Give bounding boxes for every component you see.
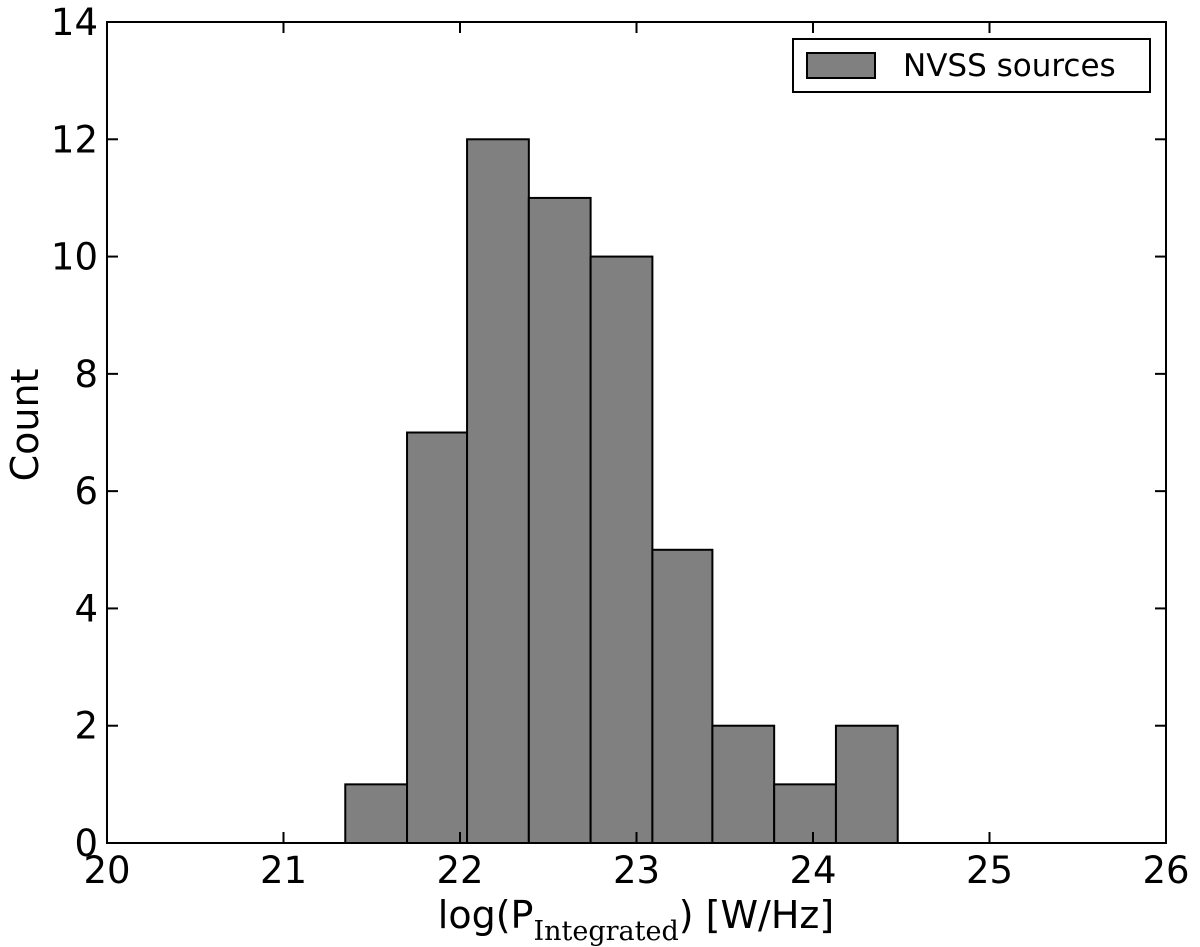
histogram-bar xyxy=(527,196,592,844)
histogram-bars xyxy=(344,138,899,845)
x-tick-label: 25 xyxy=(966,849,1013,892)
histogram-bar xyxy=(406,431,469,844)
x-axis-label-subscript: Integrated xyxy=(533,916,678,947)
x-axis-label-suffix: ) [W/Hz] xyxy=(679,893,834,937)
histogram-bar xyxy=(344,783,409,844)
y-axis-label: Count xyxy=(3,369,47,482)
histogram-bar xyxy=(589,255,654,845)
y-tick-label: 12 xyxy=(51,118,98,161)
x-tick-label: 20 xyxy=(83,849,130,892)
legend-label: NVSS sources xyxy=(903,48,1116,84)
legend-swatch xyxy=(806,52,876,79)
y-tick-labels: 0 2 4 6 8 10 12 14 xyxy=(51,1,98,865)
histogram-bar xyxy=(773,783,837,844)
x-tick-label: 23 xyxy=(613,849,660,892)
x-axis-label: log(PIntegrated) [W/Hz] xyxy=(438,893,834,947)
y-tick-label: 0 xyxy=(74,822,98,865)
histogram-bar xyxy=(466,138,530,845)
histogram-bar xyxy=(651,548,714,844)
y-tick-label: 2 xyxy=(74,705,98,748)
x-tick-label: 22 xyxy=(436,849,483,892)
y-tick-label: 4 xyxy=(74,587,98,630)
histogram-bar xyxy=(834,724,899,845)
y-tick-label: 14 xyxy=(51,1,98,44)
x-tick-labels: 20 21 22 23 24 25 26 xyxy=(83,849,1189,892)
y-tick-label: 6 xyxy=(74,470,98,513)
y-tick-label: 8 xyxy=(74,353,98,396)
axis-ticks xyxy=(106,21,1167,844)
histogram-bar xyxy=(711,724,776,845)
y-tick-label: 10 xyxy=(51,236,98,279)
x-tick-label: 21 xyxy=(260,849,307,892)
legend: NVSS sources xyxy=(792,38,1151,93)
x-tick-label: 24 xyxy=(789,849,836,892)
x-axis-label-prefix: log(P xyxy=(438,893,534,937)
x-tick-label: 26 xyxy=(1142,849,1189,892)
